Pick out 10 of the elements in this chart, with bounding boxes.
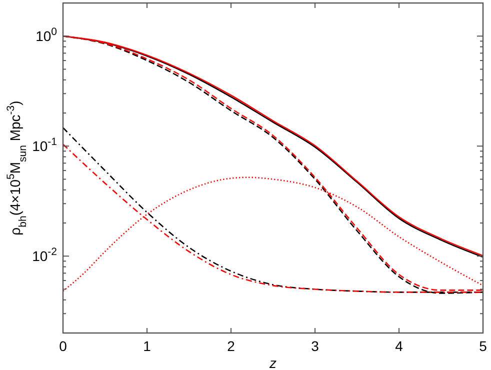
x-tick-label: 2 (227, 338, 236, 354)
x-tick-label: 3 (311, 338, 320, 354)
y-tick-label: 10$^{-2}$ (32, 246, 58, 264)
x-tick-label: 1 (143, 338, 152, 354)
x-axis-title: z (268, 355, 276, 370)
x-tick-label: 0 (59, 338, 68, 354)
x-tick-label: 4 (395, 338, 404, 354)
x-tick-label: 5 (479, 338, 488, 354)
y-tick-label: 10$^{-1}$ (32, 136, 58, 154)
y-tick-label: 10$^{0}$ (36, 26, 58, 44)
